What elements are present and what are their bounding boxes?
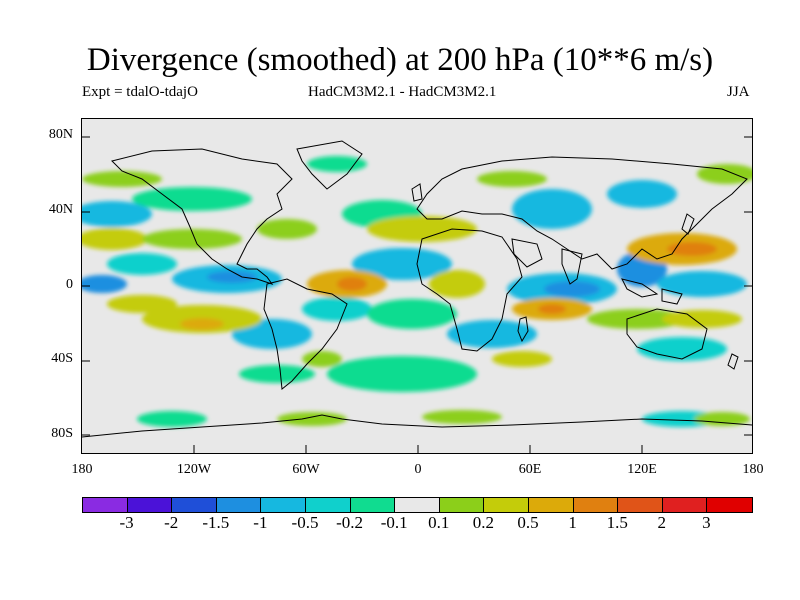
coastlines (82, 140, 752, 438)
colorbar-tick-label: -0.2 (336, 513, 364, 532)
colorbar-tick-label: -1 (253, 513, 268, 532)
colorbar (82, 497, 753, 513)
colorbar-swatch (484, 498, 529, 512)
lon-tick-label: 60W (292, 462, 320, 477)
colorbar-swatch (216, 498, 262, 512)
field-patch (302, 297, 372, 321)
field-patch (239, 365, 315, 383)
colorbar-tick-label: 0.1 (428, 513, 450, 532)
colorbar-swatch (350, 498, 396, 512)
field-patch (352, 248, 452, 280)
field-patch (697, 164, 752, 184)
field-patch (82, 171, 162, 187)
colorbar-swatch (618, 498, 663, 512)
colorbar-swatch (395, 498, 440, 512)
colorbar-swatch (305, 498, 351, 512)
field-patch (82, 201, 152, 227)
colorbar-swatch (528, 498, 574, 512)
colorbar-tick-label: 1.5 (606, 513, 628, 532)
colorbar-swatch (707, 498, 752, 512)
field-patch (257, 219, 317, 239)
lon-tick-label: 60E (518, 462, 542, 477)
map-canvas (82, 136, 752, 453)
field-patch (82, 275, 127, 293)
field-patch (207, 271, 257, 283)
lon-tick-label: 180 (742, 462, 764, 477)
field-patch (429, 270, 485, 298)
colorbar-tick-label: -3 (119, 513, 134, 532)
lon-tick-label: 0 (414, 462, 422, 477)
field-patch (477, 171, 547, 187)
field-patch (132, 187, 252, 211)
colorbar-swatch (127, 498, 173, 512)
colorbar-swatch (172, 498, 217, 512)
field-patch (587, 309, 687, 329)
field-patch (492, 351, 552, 367)
lat-tick-label: 80N (48, 127, 73, 142)
colorbar-tick-label: 0.5 (517, 513, 539, 532)
field-patch (538, 304, 566, 314)
field-patch (137, 411, 207, 427)
divergence-map (81, 118, 753, 454)
field-patch (180, 318, 224, 330)
lon-tick-label: 120E (627, 462, 657, 477)
field-patch (82, 228, 147, 250)
lat-tick-label: 40N (48, 202, 73, 217)
lon-tick-label: 180 (71, 462, 93, 477)
field-patch (302, 351, 342, 367)
field-patch (337, 277, 367, 291)
model-comparison-label: HadCM3M2.1 - HadCM3M2.1 (308, 84, 497, 100)
field-patch (307, 156, 367, 172)
field-patch (367, 299, 457, 329)
colorbar-tick-label: -2 (164, 513, 179, 532)
field-patch (667, 242, 717, 256)
map-title: Divergence (smoothed) at 200 hPa (10**6 … (86, 42, 714, 78)
season-label: JJA (727, 84, 750, 100)
field-patch (367, 216, 477, 242)
field-patch (107, 253, 177, 275)
field-patch (512, 189, 592, 229)
lat-tick-label: 40S (51, 351, 73, 366)
field-patch (637, 337, 727, 361)
field-patch (422, 410, 502, 424)
lat-tick-label: 0 (66, 277, 73, 292)
field-patch (142, 229, 242, 249)
field-patch (447, 320, 537, 348)
colorbar-swatch (261, 498, 306, 512)
lat-tick-label: 80S (51, 426, 73, 441)
field-patch (327, 356, 477, 392)
colorbar-tick-label: 1 (568, 513, 577, 532)
colorbar-tick-label: -0.1 (380, 513, 408, 532)
field-patch (277, 412, 347, 426)
colorbar-tick-label: 0.2 (472, 513, 495, 532)
colorbar-swatch (573, 498, 619, 512)
axis-ticks (82, 136, 752, 453)
experiment-label: Expt = tdalO-tdajO (82, 84, 198, 100)
colorbar-swatch (439, 498, 485, 512)
field-patch (657, 271, 747, 297)
field-patch (694, 412, 750, 426)
colorbar-tick-label: -1.5 (202, 513, 230, 532)
field-patch (544, 281, 600, 297)
field-patch (607, 180, 677, 208)
colorbar-tick-label: 3 (702, 513, 711, 532)
lon-tick-label: 120W (176, 462, 212, 477)
field-patch (662, 310, 742, 328)
field-patch (107, 295, 177, 313)
colorbar-swatch (83, 498, 128, 512)
divergence-field (82, 156, 752, 427)
colorbar-tick-label: -0.5 (291, 513, 319, 532)
colorbar-swatch (662, 498, 708, 512)
colorbar-tick-label: 2 (657, 513, 667, 532)
